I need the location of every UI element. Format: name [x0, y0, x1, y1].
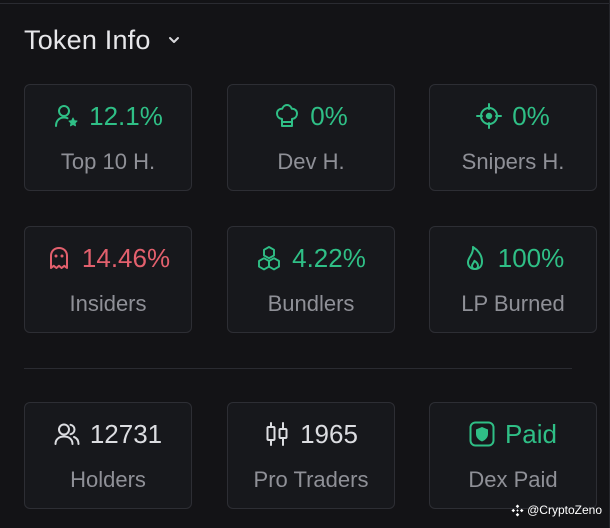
top-divider: [0, 3, 610, 4]
stat-label: Insiders: [69, 291, 147, 316]
stat-value: 12731: [89, 418, 163, 449]
section-title: Token Info: [24, 24, 151, 55]
candlestick-icon: [264, 421, 290, 447]
stat-label: Snipers H.: [461, 149, 565, 174]
stat-card-pro-traders[interactable]: 1965 Pro Traders: [227, 402, 395, 509]
stat-card-holders[interactable]: 12731 Holders: [24, 402, 192, 509]
stat-card-dev[interactable]: 0% Dev H.: [227, 84, 395, 191]
binance-icon: [511, 504, 524, 517]
user-star-icon: [53, 103, 79, 129]
stat-value: 12.1%: [89, 100, 163, 131]
stat-label: Dex Paid: [468, 467, 558, 492]
ghost-icon: [46, 245, 72, 271]
stat-value: Paid: [504, 418, 558, 449]
watermark-text: @CryptoZeno: [527, 503, 602, 517]
token-info-toggle[interactable]: Token Info: [24, 22, 181, 58]
stat-card-bundlers[interactable]: 4.22% Bundlers: [227, 226, 395, 333]
stat-card-dex-paid[interactable]: Paid Dex Paid: [429, 402, 597, 509]
crosshair-icon: [476, 103, 503, 129]
flame-icon: [462, 245, 488, 271]
users-icon: [54, 421, 80, 447]
stat-label: Holders: [70, 467, 146, 492]
stat-card-insiders[interactable]: 14.46% Insiders: [24, 226, 192, 333]
stat-value: 4.22%: [292, 242, 366, 273]
shield-badge-icon: [469, 421, 495, 447]
stat-label: LP Burned: [461, 291, 565, 316]
section-divider: [24, 368, 572, 369]
stat-label: Pro Traders: [253, 467, 369, 492]
stat-label: Top 10 H.: [60, 149, 156, 174]
stat-value: 100%: [497, 242, 565, 273]
chef-hat-icon: [274, 103, 300, 129]
stat-label: Bundlers: [267, 291, 355, 316]
stat-card-top10[interactable]: 12.1% Top 10 H.: [24, 84, 192, 191]
boxes-icon: [256, 245, 282, 271]
stat-value: 0%: [512, 100, 550, 131]
stat-value: 0%: [310, 100, 348, 131]
stat-card-lp-burned[interactable]: 100% LP Burned: [429, 226, 597, 333]
stat-label: Dev H.: [277, 149, 345, 174]
chevron-down-icon: [167, 33, 181, 47]
stat-card-snipers[interactable]: 0% Snipers H.: [429, 84, 597, 191]
watermark: @CryptoZeno: [511, 502, 602, 518]
stat-value: 14.46%: [81, 242, 171, 273]
stat-value: 1965: [300, 418, 358, 449]
